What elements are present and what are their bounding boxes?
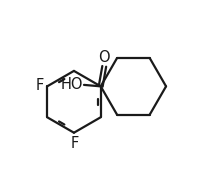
Text: O: O (98, 51, 110, 66)
Text: F: F (71, 136, 79, 151)
Text: F: F (36, 78, 44, 93)
Text: HO: HO (61, 77, 83, 92)
